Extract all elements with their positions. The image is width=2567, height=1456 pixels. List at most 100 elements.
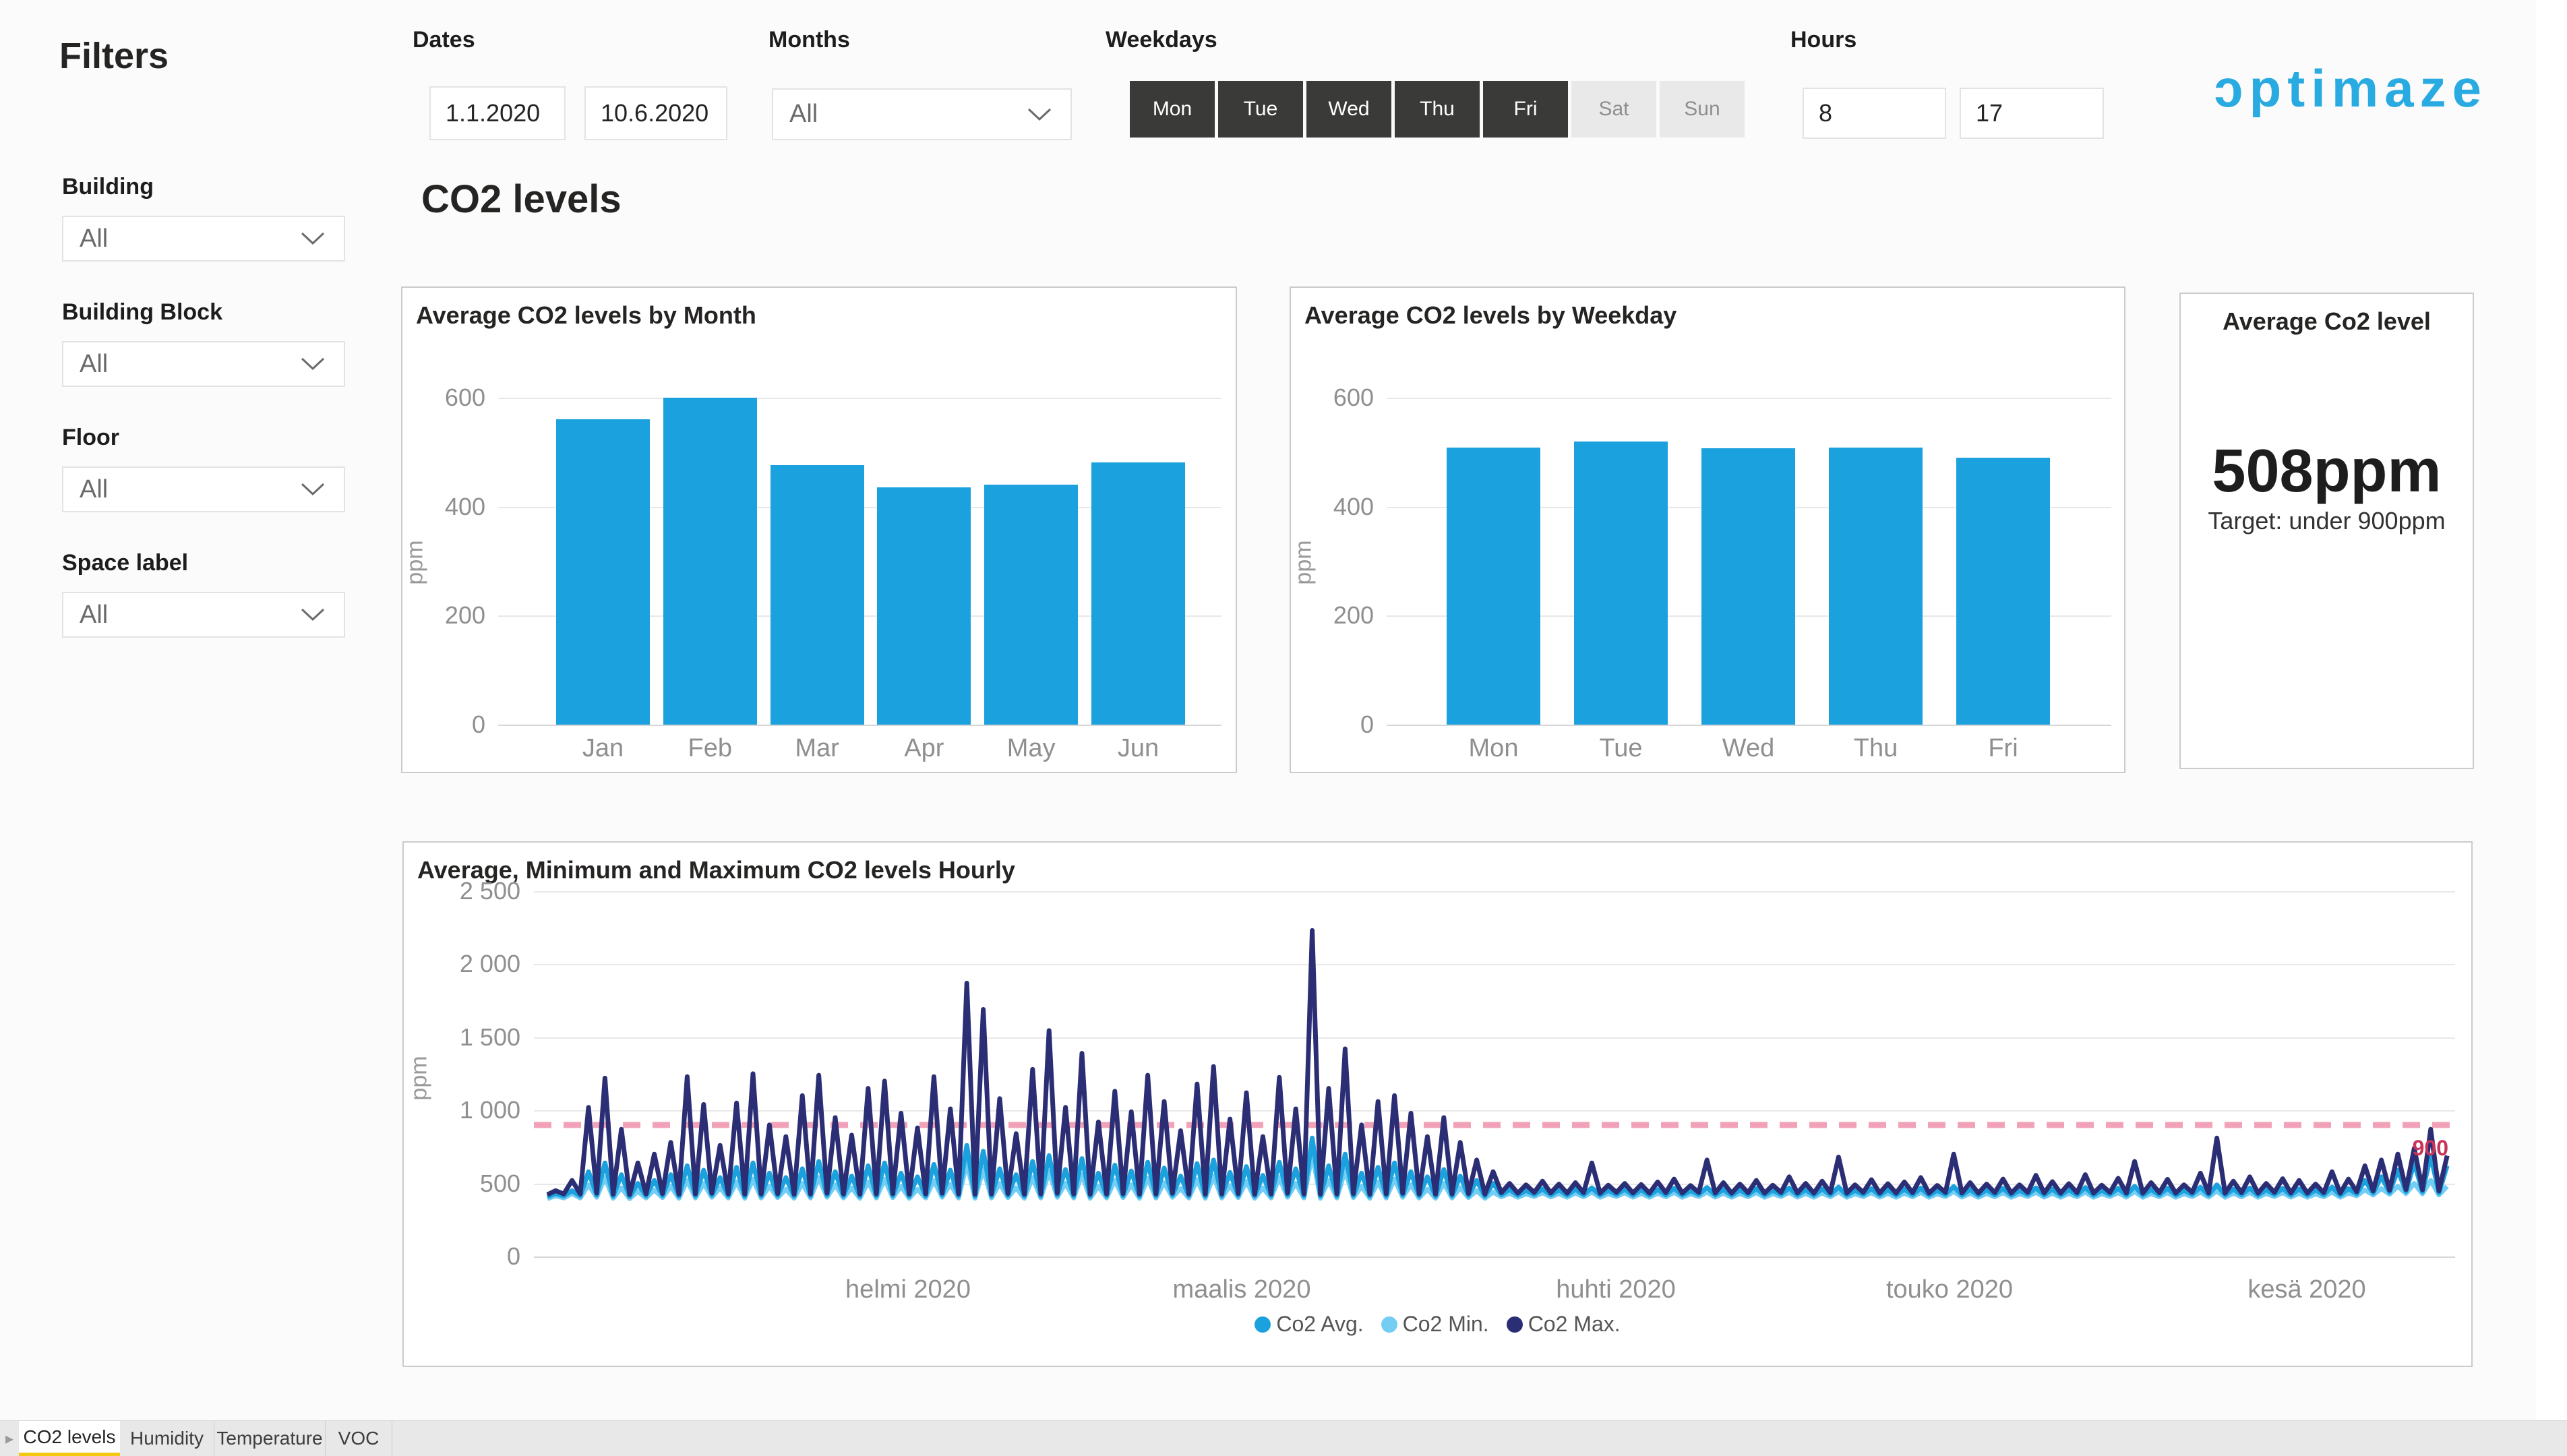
target-line-value: 900 [2412,1135,2448,1160]
chart-title: Average CO2 levels by Month [416,301,756,329]
co2-max-line [546,928,2450,1197]
dates-label: Dates [413,27,475,53]
bar-mar[interactable] [770,465,864,725]
co2-avg-line [546,1135,2450,1199]
legend-dot-icon [1255,1316,1271,1333]
legend-label: Co2 Min. [1402,1312,1489,1336]
y-tick-label: 400 [444,492,485,520]
filters-pane-title: Filters [59,36,169,76]
chevron-down-icon [1027,108,1052,121]
gridline [534,964,2455,966]
bar-mon[interactable] [1447,448,1540,725]
x-tick-label: Jan [582,734,624,762]
gridline [498,398,1221,400]
y-tick-label: 400 [1333,492,1374,520]
bar-tue[interactable] [1574,441,1668,725]
bar-feb[interactable] [663,398,757,725]
weekday-bar-plot: 600 400 200 0 Mon Tue Wed Thu Fri [1291,288,2124,772]
legend-item: Co2 Min. [1381,1312,1489,1337]
bar-fri[interactable] [1956,457,2050,725]
bar-thu[interactable] [1829,447,1923,725]
weekday-button-mon[interactable]: Mon [1130,81,1215,138]
gridline [534,1256,2455,1258]
legend-label: Co2 Max. [1528,1312,1621,1336]
x-tick-label: Mar [795,734,839,762]
hours-to-input[interactable]: 17 [1960,88,2104,139]
bar-jan[interactable] [556,419,650,725]
x-tick-label: Thu [1853,734,1898,762]
optimaze-logo: ɔptimaze [2214,59,2487,118]
bar-wed[interactable] [1701,448,1795,725]
building-block-filter-label: Building Block [62,299,222,325]
gridline [534,890,2455,892]
y-tick-label: 0 [1360,710,1374,738]
chevron-down-icon [301,483,325,496]
bar-apr[interactable] [877,487,971,725]
gridline [534,1110,2455,1112]
chart-panel-co2-by-month: Average CO2 levels by Month ppm 600 400 20… [401,286,1237,773]
y-tick-label: 200 [444,601,485,630]
chart-title: Average, Minimum and Maximum CO2 levels … [417,856,1015,884]
x-tick-label: Tue [1599,734,1643,762]
floor-filter-label: Floor [62,425,119,450]
legend-dot-icon [1506,1316,1523,1333]
card-title: Average Co2 level [2223,307,2431,335]
x-tick-label: Wed [1722,734,1775,762]
building-block-dropdown[interactable]: All [62,341,345,387]
x-tick-label: kesä 2020 [2247,1275,2366,1304]
y-tick-label: 600 [1333,384,1374,412]
x-tick-label: maalis 2020 [1172,1275,1311,1304]
tab-temperature[interactable]: Temperature [214,1421,326,1456]
co2-min-line [546,1151,2449,1201]
x-tick-label: Jun [1117,734,1159,762]
hours-from-input[interactable]: 8 [1803,88,1946,139]
chevron-down-icon [301,232,325,245]
chart-legend: Co2 Avg. Co2 Min. Co2 Max. [404,1312,2471,1337]
x-tick-label: touko 2020 [1885,1275,2014,1304]
y-tick-label: 0 [471,710,485,738]
building-block-dropdown-value: All [80,349,109,378]
tab-voc[interactable]: VOC [326,1421,392,1456]
month-bar-plot: 600 400 200 0 Jan Feb Mar Apr May Jun [402,288,1236,772]
months-dropdown[interactable]: All [772,88,1072,140]
hourly-series-svg [534,928,2455,1201]
weekday-button-fri[interactable]: Fri [1483,81,1568,138]
gridline [1387,725,2111,726]
x-tick-label: huhti 2020 [1556,1275,1676,1304]
weekday-button-group: Mon Tue Wed Thu Fri Sat Sun [1130,81,1745,138]
tab-co2-levels[interactable]: CO2 levels [19,1421,120,1456]
y-tick-label: 600 [444,384,485,412]
chevron-down-icon [301,608,325,621]
gridline [534,1037,2455,1039]
floor-dropdown-value: All [80,475,109,504]
y-tick-label: 0 [506,1242,520,1270]
weekday-button-wed[interactable]: Wed [1306,81,1391,138]
weekday-button-sat[interactable]: Sat [1571,81,1656,138]
building-dropdown[interactable]: All [62,216,345,262]
months-label: Months [768,27,850,53]
hourly-line-plot: 2 500 2 000 1 500 1 000 500 0 helmi 2020 maalis… [404,843,2471,1366]
space-label-dropdown[interactable]: All [62,592,345,638]
tab-scroll-icon[interactable]: ▸ [5,1429,14,1448]
weekday-button-tue[interactable]: Tue [1218,81,1303,138]
date-to-input[interactable]: 10.6.2020 [584,86,727,140]
weekday-button-sun[interactable]: Sun [1660,81,1745,138]
bar-may[interactable] [984,485,1079,725]
bar-jun[interactable] [1091,462,1185,725]
x-tick-label: helmi 2020 [845,1275,971,1304]
legend-item: Co2 Max. [1506,1312,1621,1337]
gridline [1387,398,2111,400]
building-dropdown-value: All [80,224,109,253]
tab-humidity[interactable]: Humidity [120,1421,214,1456]
weekday-button-thu[interactable]: Thu [1395,81,1480,138]
chart-panel-co2-by-weekday: Average CO2 levels by Weekday ppm 600 400… [1290,286,2125,773]
months-dropdown-value: All [789,100,818,128]
legend-label: Co2 Avg. [1276,1312,1364,1336]
y-tick-label: 1 500 [459,1023,520,1051]
space-label-filter-label: Space label [62,550,189,576]
page-tab-bar: ▸ CO2 levels Humidity Temperature VOC [0,1420,2567,1456]
y-tick-label: 200 [1333,601,1374,630]
date-from-input[interactable]: 1.1.2020 [429,86,566,140]
x-tick-label: Apr [904,734,944,762]
floor-dropdown[interactable]: All [62,466,345,512]
